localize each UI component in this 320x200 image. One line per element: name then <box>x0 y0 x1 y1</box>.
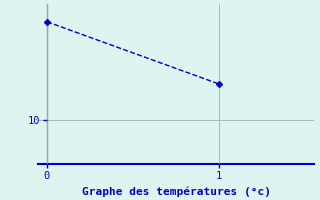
X-axis label: Graphe des températures (°c): Graphe des températures (°c) <box>82 187 270 197</box>
